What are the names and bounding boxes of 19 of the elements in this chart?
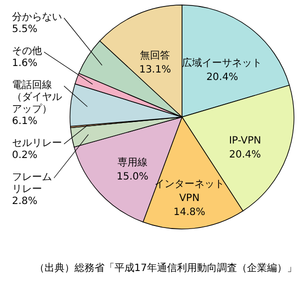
data-label: 20.4% <box>229 149 261 160</box>
data-label: 20.4% <box>206 72 238 84</box>
data-label: 13.1% <box>139 64 171 76</box>
data-label: 6.1% <box>12 116 38 127</box>
slice-label: 分からない <box>12 11 62 23</box>
slice-label: IP-VPN <box>228 135 262 146</box>
data-label: 5.5% <box>12 24 38 35</box>
data-label: 1.6% <box>12 58 38 69</box>
slice-label: 電話回線（ダイヤルアップ） <box>12 79 62 115</box>
slice-label: その他 <box>12 45 42 57</box>
slice-label: 無回答 <box>140 49 170 62</box>
slice-label: セルリレー <box>12 138 62 149</box>
data-label: 14.8% <box>173 206 206 218</box>
slice-label: フレームリレー <box>12 172 52 195</box>
data-label: 0.2% <box>12 150 38 161</box>
data-label: 15.0% <box>116 171 148 182</box>
text: （出典）総務省「平成17年通信利用動向調査（企業編）」 <box>34 262 297 274</box>
data-label: 2.8% <box>12 196 38 207</box>
slice-label: 専用線 <box>118 156 148 168</box>
